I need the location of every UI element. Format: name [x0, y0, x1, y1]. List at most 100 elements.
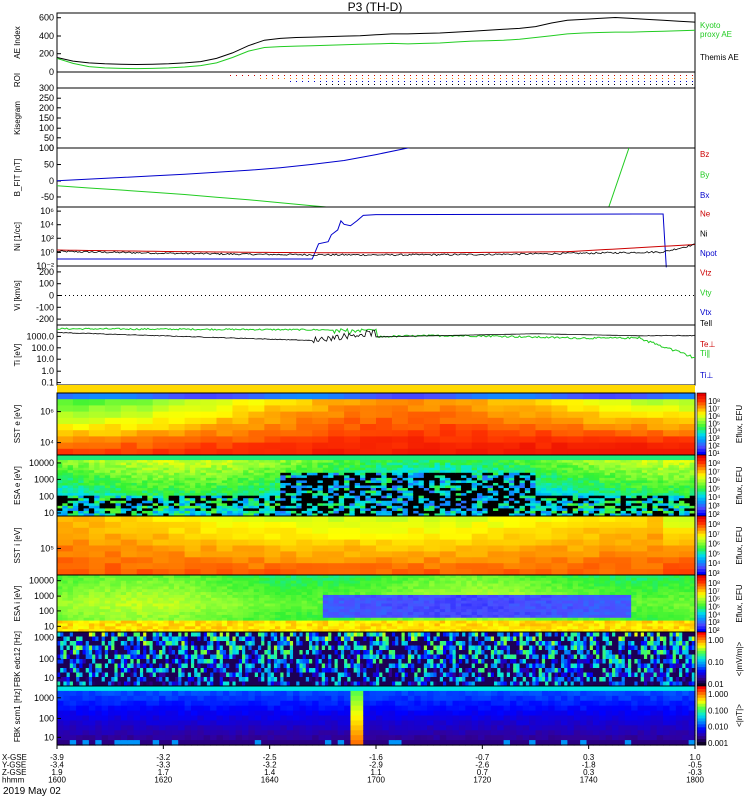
sst_e-cell: [503, 411, 521, 419]
esa_e-cell: [381, 462, 388, 466]
esa_i-cell: [67, 592, 74, 596]
esa_e-cell: [679, 490, 685, 494]
roi-dot: [578, 84, 579, 85]
esa_i-cell: [179, 589, 186, 593]
esa_e-cell: [253, 488, 260, 492]
sst_e-cell: [647, 417, 664, 425]
sst_i-cell: [152, 545, 170, 552]
esa_e-cell: [615, 472, 622, 476]
sst_i-cell: [407, 545, 425, 552]
esa_e-cell: [673, 470, 680, 474]
sst_e-cbar-cell: [697, 408, 706, 413]
esa_e-cell: [173, 482, 180, 487]
esa_e-cell: [158, 498, 164, 502]
esa_e-cell: [583, 505, 590, 509]
esa_e-cell: [62, 472, 69, 476]
esa_e-cell: [609, 455, 616, 459]
esa_e-cell: [338, 500, 345, 504]
esa_e-cell: [131, 493, 138, 497]
sst_e-ytick: 10⁴: [40, 438, 54, 448]
esa_e-cell: [115, 493, 122, 497]
esa_e-cell: [280, 460, 287, 464]
esa_i-cell: [136, 623, 143, 627]
esa_e-cell: [455, 482, 462, 487]
esa_i-cell: [184, 617, 191, 622]
esa_e-cell: [72, 472, 79, 476]
esa_i-cell: [72, 614, 79, 619]
esa_e-cell: [344, 490, 351, 494]
sst_i-cell: [423, 521, 441, 529]
esa_e-cell: [306, 500, 313, 504]
esa_i-cell: [88, 612, 95, 616]
esa_i-cell: [72, 606, 79, 610]
sst_e-cell: [184, 399, 202, 406]
esa_e-cell: [328, 477, 335, 482]
sst_e-cell: [136, 411, 154, 419]
esa_e-cell: [508, 495, 515, 499]
esa_e-cell: [508, 460, 515, 464]
esa_e-cell: [673, 503, 680, 507]
esa_e-cell: [57, 467, 63, 471]
esa_e-cell: [296, 460, 303, 464]
esa_e-cell: [599, 488, 606, 492]
roi-dot: [308, 75, 309, 76]
esa_i-cell: [216, 612, 223, 616]
esa_i-cell: [158, 603, 164, 607]
esa_e-cell: [668, 457, 675, 461]
sst_e-cell: [407, 448, 425, 456]
esa_e-cell: [583, 465, 590, 469]
sst_e-cell: [615, 430, 632, 437]
esa_i-cell: [72, 603, 79, 607]
esa_i-cell: [110, 609, 117, 613]
esa_e-cell: [248, 488, 255, 492]
esa_e-cell: [657, 470, 664, 474]
roi-dot: [302, 81, 303, 82]
roi-dot: [608, 81, 609, 82]
esa_e-cell: [524, 493, 531, 497]
esa_e-cell: [636, 475, 643, 479]
esa_i-cell: [205, 606, 212, 610]
esa_e-cell: [62, 485, 69, 489]
esa_i-cell: [142, 612, 148, 616]
esa_e-cell: [184, 460, 191, 464]
esa_e-cell: [365, 510, 372, 515]
esa_e-cell: [354, 503, 361, 507]
sst_e-cell: [583, 430, 600, 437]
esa_e-cell: [83, 488, 90, 492]
sst_e-cell: [200, 436, 218, 444]
esa_i-cell: [88, 575, 95, 579]
esa_e-cell: [211, 470, 218, 474]
esa_e-cell: [663, 498, 670, 502]
sst_i-cell: [120, 545, 138, 552]
sst_e-cell: [376, 430, 393, 437]
esa_e-cell: [546, 480, 553, 484]
esa_e-cell: [423, 457, 430, 461]
esa_e-cell: [312, 462, 319, 466]
esa_i-cell: [88, 577, 95, 582]
sst_i-cell: [535, 539, 553, 547]
esa_i-cell: [253, 620, 260, 625]
esa_e-cell: [609, 457, 616, 461]
sst_i-cell: [583, 533, 600, 541]
bfield-ytick: 0: [49, 176, 54, 186]
roi-dot: [458, 75, 459, 76]
roi-dot: [368, 81, 369, 82]
esa_e-cell: [360, 480, 366, 484]
sst_i-cell: [407, 527, 425, 535]
esa_e-cell: [652, 470, 659, 474]
esa_e-cell: [652, 490, 659, 494]
sst_e-cell: [503, 393, 521, 400]
esa_i-cell: [211, 592, 218, 596]
esa_e-cell: [514, 503, 521, 507]
esa_e-cell: [83, 510, 90, 515]
sst_i-cbar-tick: 10⁸: [708, 520, 720, 529]
sst_e-cell: [391, 417, 409, 425]
esa_e-cell: [168, 470, 175, 474]
esa_e-cell: [625, 472, 632, 476]
esa_i-cell: [168, 603, 175, 607]
esa_e-cell: [519, 485, 526, 489]
sst_e-cell: [72, 424, 90, 431]
esa_e-cell: [599, 493, 606, 497]
esa_e-cell: [471, 465, 478, 469]
roi-dot: [368, 78, 369, 79]
